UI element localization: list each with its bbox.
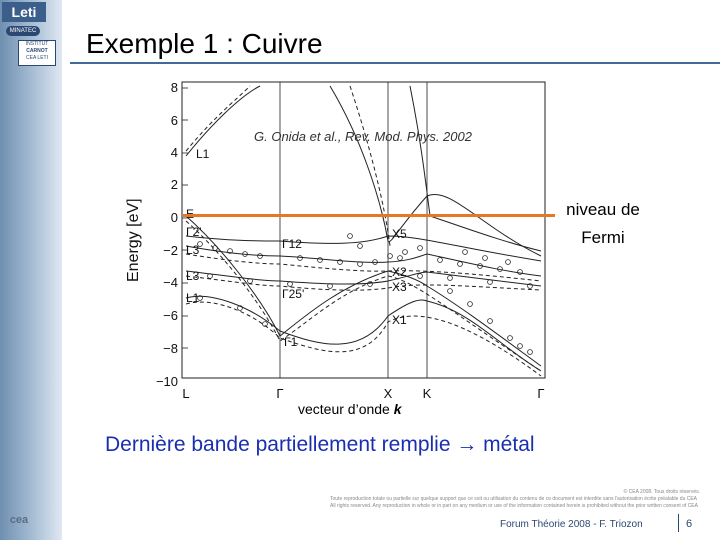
conclusion-text: Dernière bande partiellement remplie → m…	[105, 433, 535, 456]
fermi-label-line2: Fermi	[581, 228, 625, 247]
minatec-logo: MINATEC	[6, 26, 40, 36]
copyright-notice: © CEA 2008. Tous droits réservés. Toute …	[330, 489, 700, 510]
xtick-label: L	[182, 386, 189, 401]
band-curves	[185, 85, 542, 377]
ytick-label: 6	[171, 113, 178, 128]
copyright-line: © CEA 2008. Tous droits réservés.	[623, 489, 700, 495]
ytick-label: 2	[171, 177, 178, 192]
point-label: Γ25'	[282, 287, 304, 301]
ytick-label: 0	[171, 210, 178, 225]
copyright-line: Toute reproduction totale ou partielle s…	[330, 496, 698, 502]
carnot-logo: INSTITUT CARNOT CEA LETI	[18, 40, 56, 66]
footer-separator	[678, 514, 679, 532]
copyright-line: All rights reserved. Any reproduction in…	[330, 503, 698, 509]
xtick-label: X	[384, 386, 393, 401]
fermi-level-label: niveau de Fermi	[558, 196, 648, 252]
ytick-label: −4	[163, 275, 178, 290]
leti-logo: Leti	[2, 2, 46, 22]
point-label: L1	[196, 147, 210, 161]
ytick-label: 4	[171, 145, 178, 160]
title-rule	[70, 62, 720, 64]
ytick-label: −2	[163, 243, 178, 258]
fermi-level-line	[183, 214, 555, 217]
point-label: L1	[186, 291, 200, 305]
carnot-logo-line1: INSTITUT	[25, 41, 49, 47]
ytick-label: 8	[171, 80, 178, 95]
footer-event: Forum Théorie 2008 - F. Triozon	[500, 519, 643, 530]
xtick-label: K	[423, 386, 432, 401]
cea-logo: cea	[9, 514, 29, 526]
slide-title: Exemple 1 : Cuivre	[86, 28, 323, 59]
y-ticks	[182, 87, 188, 379]
point-label: Γ2'	[186, 225, 202, 239]
sidebar-band: Leti MINATEC INSTITUT CARNOT CEA LETI ce…	[0, 0, 62, 540]
x-axis-caption-symbol: k	[393, 401, 402, 417]
figure-frame	[181, 81, 546, 379]
xtick-label: Γ	[276, 386, 283, 401]
point-label: X5	[392, 227, 407, 241]
page-number: 6	[686, 518, 693, 530]
point-label: X3	[392, 280, 407, 294]
ytick-label: −6	[163, 308, 178, 323]
x-axis-caption-text: vecteur d’onde	[298, 401, 394, 417]
point-label: X1	[392, 313, 407, 327]
figure-citation: G. Onida et al., Rev. Mod. Phys. 2002	[254, 129, 472, 144]
ytick-label: −8	[163, 341, 178, 356]
point-label: X2	[392, 265, 407, 279]
band-structure-figure: 8 6 4 2 0 −2 −4 −6 −8 −10 Energy [eV] L …	[125, 80, 546, 401]
ytick-label: −10	[156, 374, 178, 389]
x-axis-caption: vecteur d’onde k	[298, 401, 402, 417]
y-axis-label: Energy [eV]	[125, 198, 142, 282]
point-label: L3	[186, 243, 200, 257]
fermi-label-line1: niveau de	[566, 200, 640, 219]
experimental-points	[197, 233, 533, 355]
point-label: Γ1	[284, 335, 298, 349]
point-label: Γ12	[282, 237, 302, 251]
carnot-logo-line2: CARNOT	[26, 48, 48, 54]
point-label: L3	[186, 269, 200, 283]
xtick-label: Γ	[537, 386, 544, 401]
carnot-logo-line3: CEA LETI	[26, 55, 48, 61]
